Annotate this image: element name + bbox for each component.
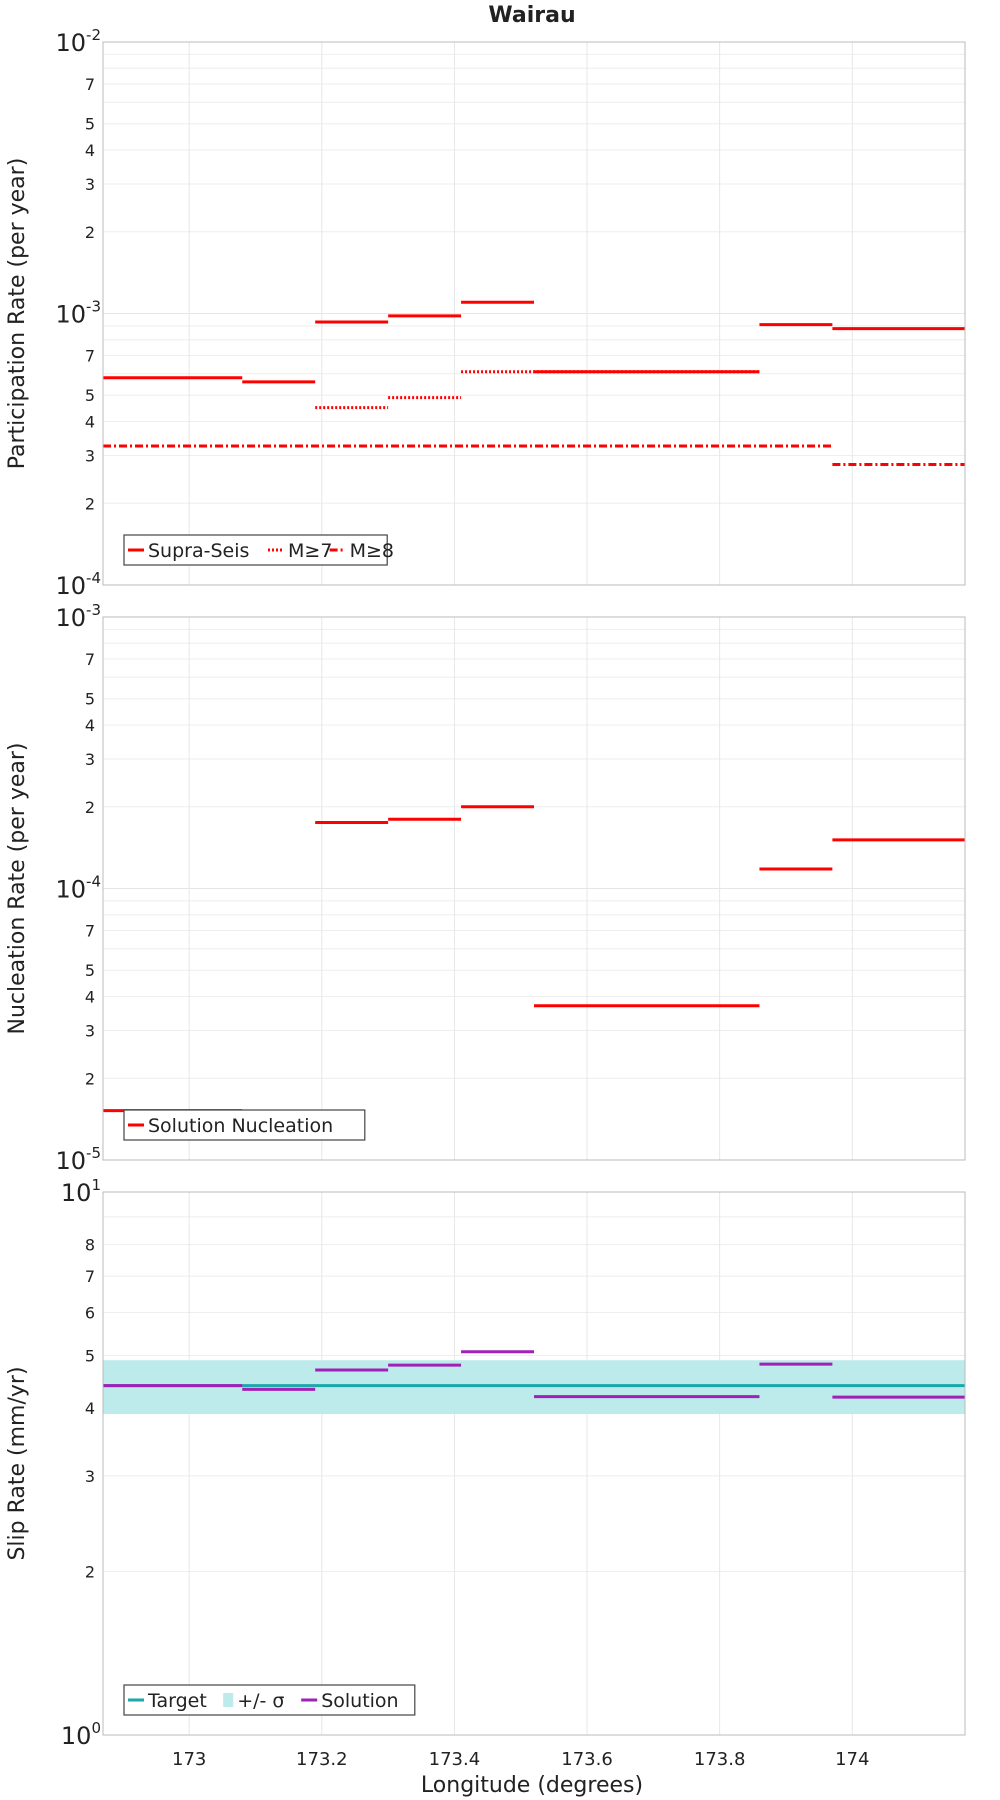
y-tick-label: 2 bbox=[85, 223, 95, 242]
legend-box bbox=[123, 1684, 416, 1716]
y-tick-label: 4 bbox=[85, 988, 95, 1007]
x-tick-label: 174 bbox=[835, 1749, 869, 1770]
y-tick-label: 3 bbox=[85, 1021, 95, 1040]
plot-frame bbox=[102, 616, 966, 1161]
x-tick-label: 173.6 bbox=[561, 1749, 613, 1770]
y-tick-label: 2 bbox=[85, 494, 95, 513]
x-axis-label: Longitude (degrees) bbox=[421, 1773, 643, 1798]
y-tick-label: 10-5 bbox=[55, 1144, 101, 1175]
legend-label: M≥7 bbox=[288, 540, 332, 562]
y-tick-label: 4 bbox=[85, 413, 95, 432]
chart-panel-1: 10-4 2 3 4 5 7 10-3 2 3 4 5 7 10-2 Participation Rate… bbox=[5, 26, 966, 600]
y-tick-label: 4 bbox=[85, 1399, 95, 1418]
legend-box bbox=[123, 534, 388, 566]
y-tick-label: 8 bbox=[85, 1236, 95, 1255]
plot-area bbox=[103, 1192, 965, 1735]
y-tick-label: 7 bbox=[85, 922, 95, 941]
plot-frame bbox=[102, 41, 966, 586]
chart-title: Wairau bbox=[488, 3, 575, 28]
legend: Solution Nucleation bbox=[123, 1109, 366, 1141]
y-tick-label: 4 bbox=[85, 716, 95, 735]
y-tick-label: 3 bbox=[85, 175, 95, 194]
y-tick-label: 3 bbox=[85, 1467, 95, 1486]
y-tick-label: 100 bbox=[61, 1719, 101, 1750]
chart-panel-2: 10-5 2 3 4 5 7 10-4 2 3 4 5 7 10-3 Nucleation Rate (p… bbox=[5, 601, 966, 1175]
y-tick-label: 3 bbox=[85, 446, 95, 465]
y-tick-label: 6 bbox=[85, 1303, 95, 1322]
x-tick-label: 173.2 bbox=[296, 1749, 348, 1770]
legend-swatch bbox=[223, 1693, 234, 1707]
y-tick-label: 2 bbox=[85, 798, 95, 817]
legend-label: +/- σ bbox=[237, 1690, 284, 1712]
y-tick-label: 3 bbox=[85, 750, 95, 769]
legend-label: Target bbox=[147, 1690, 207, 1712]
y-tick-label: 7 bbox=[85, 347, 95, 366]
y-tick-label: 2 bbox=[85, 1069, 95, 1088]
y-tick-label: 5 bbox=[85, 1346, 95, 1365]
y-axis-label: Nucleation Rate (per year) bbox=[5, 743, 30, 1035]
y-tick-label: 101 bbox=[61, 1176, 101, 1207]
legend-label: Supra-Seis bbox=[148, 540, 249, 562]
y-tick-label: 10-2 bbox=[55, 26, 101, 57]
x-tick-label: 173.4 bbox=[429, 1749, 481, 1770]
y-tick-label: 10-4 bbox=[55, 569, 101, 600]
y-tick-label: 7 bbox=[85, 75, 95, 94]
legend-label: Solution Nucleation bbox=[148, 1115, 333, 1137]
y-tick-label: 7 bbox=[85, 1267, 95, 1286]
sigma-band bbox=[103, 1360, 965, 1415]
legend-label: M≥8 bbox=[350, 540, 394, 562]
y-axis-label: Participation Rate (per year) bbox=[5, 158, 30, 470]
y-tick-label: 2 bbox=[85, 1563, 95, 1582]
chart-panel-3: 100 2 3 4 5 6 7 8 101 Slip Rate (mm/yr) Target +/- … bbox=[5, 1176, 966, 1770]
legend: Supra-Seis M≥7 M≥8 bbox=[123, 534, 394, 566]
y-tick-label: 7 bbox=[85, 650, 95, 669]
x-tick-label: 173.8 bbox=[694, 1749, 746, 1770]
y-axis-label: Slip Rate (mm/yr) bbox=[5, 1366, 30, 1560]
x-tick-label: 173 bbox=[172, 1749, 206, 1770]
y-tick-label: 5 bbox=[85, 690, 95, 709]
y-tick-label: 5 bbox=[85, 961, 95, 980]
legend-label: Solution bbox=[321, 1690, 398, 1712]
y-tick-label: 10-3 bbox=[55, 601, 101, 632]
y-tick-label: 10-3 bbox=[55, 298, 101, 329]
y-tick-label: 10-4 bbox=[55, 873, 101, 904]
legend-box bbox=[123, 1109, 366, 1141]
y-tick-label: 4 bbox=[85, 141, 95, 160]
legend: Target +/- σ Solution bbox=[123, 1684, 416, 1716]
plot-frame bbox=[102, 1191, 966, 1736]
y-tick-label: 5 bbox=[85, 386, 95, 405]
y-tick-label: 5 bbox=[85, 115, 95, 134]
